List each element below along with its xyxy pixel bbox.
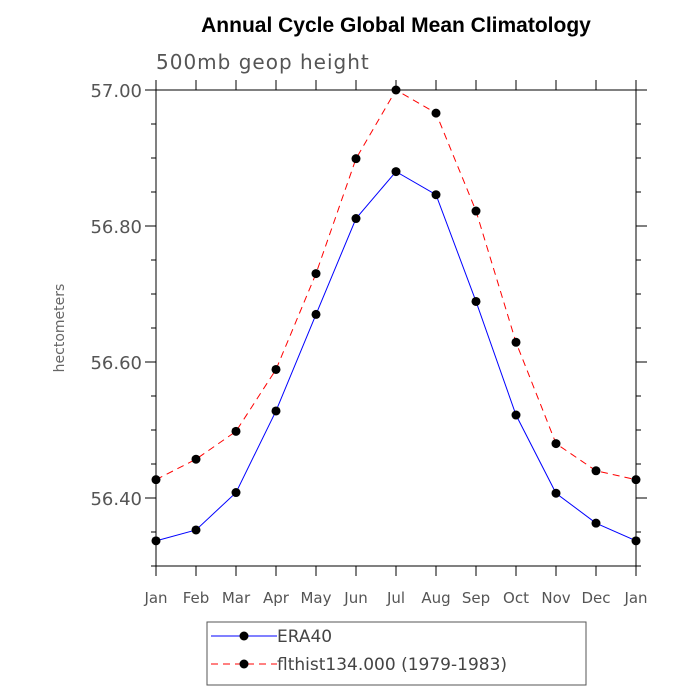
series-1-point (431, 108, 441, 118)
legend-label-era40: ERA40 (277, 627, 332, 647)
series-0-point (431, 190, 441, 200)
series-1-point (631, 475, 641, 485)
series-1-point (391, 85, 401, 95)
series-0-point (511, 410, 521, 420)
x-tick-label: Sep (462, 589, 490, 607)
series-0-point (631, 536, 641, 546)
series-1-point (311, 269, 321, 279)
series-0-point (391, 167, 401, 177)
series-1-point (191, 454, 201, 464)
series-0-point (191, 525, 201, 535)
x-tick-label: Aug (421, 589, 450, 607)
series-0-point (271, 406, 281, 416)
series-0-point (351, 214, 361, 224)
x-tick-label: Dec (581, 589, 610, 607)
series-0-point (551, 488, 561, 498)
series-1-point (511, 337, 521, 347)
x-tick-labels: Jan Feb Mar Apr May Jun Jul Aug Sep Oct Nov Dec Jan (143, 589, 647, 607)
series-1-point (231, 426, 241, 436)
legend-marker-era40 (239, 631, 249, 641)
y-tick-label: 56.40 (90, 489, 142, 510)
series-1-point (551, 439, 561, 449)
series-0-point (231, 488, 241, 498)
series-0-point (591, 518, 601, 528)
x-tick-label: Nov (541, 589, 570, 607)
x-tick-label: Mar (222, 589, 251, 607)
y-tick-label: 56.60 (90, 353, 142, 374)
legend-box (206, 621, 587, 686)
legend-marker-flthist (239, 659, 249, 669)
plot-frame (155, 89, 637, 567)
y-tick-labels: 56.40 56.60 56.80 57.00 (90, 81, 142, 510)
x-tick-label: May (300, 589, 331, 607)
chart-subtitle: 500mb geop height (156, 50, 370, 74)
series-1-point (351, 154, 361, 164)
series-1-point (591, 466, 601, 476)
series-line-1 (155, 89, 637, 481)
y-tick-label: 56.80 (90, 217, 142, 238)
legend-label-flthist: flthist134.000 (1979-1983) (277, 655, 507, 675)
series-layer (151, 85, 641, 546)
x-tick-label: Jun (343, 589, 367, 607)
series-0-point (471, 296, 481, 306)
series-line-0 (155, 170, 637, 542)
series-1-point (151, 475, 161, 485)
x-tick-label: Jan (623, 589, 647, 607)
x-tick-label: Oct (503, 589, 529, 607)
series-1-point (271, 364, 281, 374)
x-tick-label: Feb (183, 589, 210, 607)
series-1-point (471, 206, 481, 216)
x-tick-label: Apr (263, 589, 290, 607)
y-axis-label: hectometers (52, 284, 68, 373)
y-tick-label: 57.00 (90, 81, 142, 102)
x-tick-label: Jul (386, 589, 405, 607)
chart-title: Annual Cycle Global Mean Climatology (201, 14, 591, 37)
axis-ticks (145, 80, 647, 576)
series-0-point (151, 536, 161, 546)
legend: ERA40 flthist134.000 (1979-1983) (206, 621, 587, 686)
x-tick-label: Jan (143, 589, 167, 607)
series-0-point (311, 309, 321, 319)
